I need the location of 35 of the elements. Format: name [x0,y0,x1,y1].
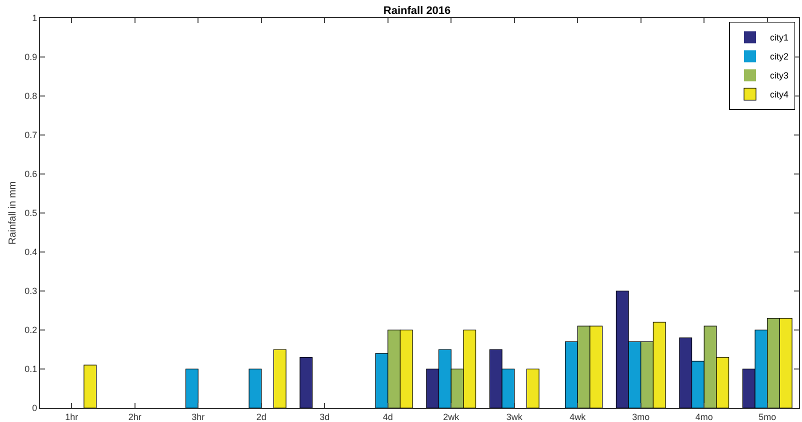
y-tick-label: 0.4 [24,247,38,258]
x-tick-label: 2d [256,412,266,422]
chart-title: Rainfall 2016 [383,5,451,18]
x-tick-label: 3mo [632,412,650,422]
x-tick-label: 3hr [192,412,205,422]
bar [526,368,540,408]
y-tick-label: 0.7 [24,130,38,140]
bar [273,349,286,408]
x-tick-label: 4wk [570,412,586,422]
y-tick-label: 0.1 [24,364,38,374]
x-tick-label: 4mo [695,412,713,422]
x-tick-label: 1hr [65,412,78,422]
y-tick-label: 0 [32,403,38,414]
y-tick-label: 1 [32,13,38,24]
y-tick-label: 0.9 [24,52,38,62]
legend-label: city2 [770,52,789,62]
x-tick-label: 5mo [758,412,776,422]
y-tick-label: 0.2 [24,325,38,336]
y-tick-label: 0.3 [24,286,38,296]
legend-label: city4 [770,90,789,100]
bar [300,357,313,408]
x-tick-label: 4d [382,412,393,422]
bar [84,364,97,408]
x-tick-label: 3wk [506,412,523,422]
x-tick-label: 3d [320,412,330,422]
y-tick-label: 0.8 [24,91,38,102]
bar [248,368,262,408]
y-tick-label: 0.6 [24,169,38,180]
x-tick-label: 2hr [128,412,142,422]
x-tick-label: 2wk [443,412,460,422]
legend-label: city1 [770,32,789,43]
y-axis-title: Rainfall in mm [8,181,19,245]
y-tick-label: 0.5 [24,208,38,218]
legend-label: city3 [770,70,789,81]
bar [185,368,198,408]
